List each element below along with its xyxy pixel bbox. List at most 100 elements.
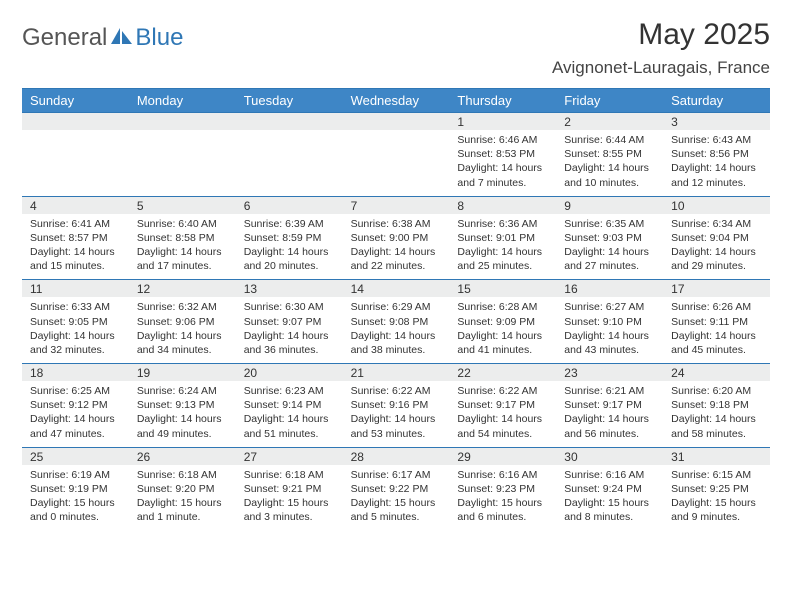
day-cell: Sunrise: 6:22 AMSunset: 9:16 PMDaylight:… — [343, 381, 450, 447]
day-day1: Daylight: 14 hours — [137, 329, 228, 343]
day-day2: and 1 minute. — [137, 510, 228, 524]
day-day1: Daylight: 14 hours — [457, 412, 548, 426]
day-sunrise: Sunrise: 6:17 AM — [351, 468, 442, 482]
day-day2: and 6 minutes. — [457, 510, 548, 524]
day-header-cell: Monday — [129, 89, 236, 112]
day-cell: Sunrise: 6:35 AMSunset: 9:03 PMDaylight:… — [556, 214, 663, 280]
day-sunrise: Sunrise: 6:16 AM — [564, 468, 655, 482]
day-day1: Daylight: 14 hours — [30, 329, 121, 343]
day-number: 24 — [663, 363, 770, 381]
day-cell: Sunrise: 6:20 AMSunset: 9:18 PMDaylight:… — [663, 381, 770, 447]
day-sunset: Sunset: 9:23 PM — [457, 482, 548, 496]
day-sunrise: Sunrise: 6:16 AM — [457, 468, 548, 482]
day-sunset: Sunset: 9:25 PM — [671, 482, 762, 496]
day-sunset: Sunset: 9:10 PM — [564, 315, 655, 329]
day-sunrise: Sunrise: 6:26 AM — [671, 300, 762, 314]
day-number — [236, 112, 343, 130]
day-day1: Daylight: 15 hours — [351, 496, 442, 510]
day-sunset: Sunset: 9:20 PM — [137, 482, 228, 496]
calendar: Sunday Monday Tuesday Wednesday Thursday… — [22, 88, 770, 530]
day-sunrise: Sunrise: 6:18 AM — [137, 468, 228, 482]
day-number: 17 — [663, 279, 770, 297]
day-sunset: Sunset: 9:08 PM — [351, 315, 442, 329]
day-sunset: Sunset: 9:18 PM — [671, 398, 762, 412]
day-sunset: Sunset: 9:21 PM — [244, 482, 335, 496]
day-day1: Daylight: 15 hours — [457, 496, 548, 510]
day-number — [22, 112, 129, 130]
day-sunrise: Sunrise: 6:23 AM — [244, 384, 335, 398]
day-cell: Sunrise: 6:21 AMSunset: 9:17 PMDaylight:… — [556, 381, 663, 447]
day-header-cell: Sunday — [22, 89, 129, 112]
day-sunrise: Sunrise: 6:22 AM — [457, 384, 548, 398]
day-number: 4 — [22, 196, 129, 214]
day-number: 14 — [343, 279, 450, 297]
day-number: 21 — [343, 363, 450, 381]
day-day1: Daylight: 14 hours — [137, 412, 228, 426]
day-number: 18 — [22, 363, 129, 381]
day-sunrise: Sunrise: 6:39 AM — [244, 217, 335, 231]
day-sunset: Sunset: 8:56 PM — [671, 147, 762, 161]
day-number: 13 — [236, 279, 343, 297]
day-sunset: Sunset: 9:07 PM — [244, 315, 335, 329]
day-sunset: Sunset: 9:24 PM — [564, 482, 655, 496]
day-number: 7 — [343, 196, 450, 214]
day-sunset: Sunset: 9:03 PM — [564, 231, 655, 245]
day-cell: Sunrise: 6:15 AMSunset: 9:25 PMDaylight:… — [663, 465, 770, 531]
day-day2: and 8 minutes. — [564, 510, 655, 524]
day-cell: Sunrise: 6:36 AMSunset: 9:01 PMDaylight:… — [449, 214, 556, 280]
day-sunset: Sunset: 8:59 PM — [244, 231, 335, 245]
day-sunrise: Sunrise: 6:25 AM — [30, 384, 121, 398]
content-row: Sunrise: 6:46 AMSunset: 8:53 PMDaylight:… — [22, 130, 770, 196]
day-day2: and 5 minutes. — [351, 510, 442, 524]
content-row: Sunrise: 6:33 AMSunset: 9:05 PMDaylight:… — [22, 297, 770, 363]
day-day2: and 0 minutes. — [30, 510, 121, 524]
day-day1: Daylight: 14 hours — [351, 412, 442, 426]
day-header-cell: Tuesday — [236, 89, 343, 112]
day-day1: Daylight: 14 hours — [457, 329, 548, 343]
day-day2: and 22 minutes. — [351, 259, 442, 273]
day-sunset: Sunset: 9:01 PM — [457, 231, 548, 245]
day-day1: Daylight: 14 hours — [351, 245, 442, 259]
day-cell: Sunrise: 6:28 AMSunset: 9:09 PMDaylight:… — [449, 297, 556, 363]
day-sunrise: Sunrise: 6:44 AM — [564, 133, 655, 147]
day-sunrise: Sunrise: 6:27 AM — [564, 300, 655, 314]
day-sunset: Sunset: 9:17 PM — [457, 398, 548, 412]
day-sunrise: Sunrise: 6:20 AM — [671, 384, 762, 398]
day-day1: Daylight: 14 hours — [244, 412, 335, 426]
day-cell: Sunrise: 6:33 AMSunset: 9:05 PMDaylight:… — [22, 297, 129, 363]
daynum-row: 11121314151617 — [22, 279, 770, 297]
day-cell: Sunrise: 6:27 AMSunset: 9:10 PMDaylight:… — [556, 297, 663, 363]
page-location: Avignonet-Lauragais, France — [552, 58, 770, 78]
day-cell: Sunrise: 6:46 AMSunset: 8:53 PMDaylight:… — [449, 130, 556, 196]
day-day2: and 34 minutes. — [137, 343, 228, 357]
day-sunset: Sunset: 9:00 PM — [351, 231, 442, 245]
day-day2: and 32 minutes. — [30, 343, 121, 357]
day-cell: Sunrise: 6:23 AMSunset: 9:14 PMDaylight:… — [236, 381, 343, 447]
day-day2: and 49 minutes. — [137, 427, 228, 441]
day-day2: and 45 minutes. — [671, 343, 762, 357]
day-number: 20 — [236, 363, 343, 381]
day-sunrise: Sunrise: 6:38 AM — [351, 217, 442, 231]
day-number — [343, 112, 450, 130]
day-cell: Sunrise: 6:44 AMSunset: 8:55 PMDaylight:… — [556, 130, 663, 196]
logo-text-general: General — [22, 24, 107, 52]
day-number: 26 — [129, 447, 236, 465]
day-cell — [22, 130, 129, 196]
day-sunset: Sunset: 9:14 PM — [244, 398, 335, 412]
day-day1: Daylight: 14 hours — [564, 245, 655, 259]
day-day1: Daylight: 14 hours — [564, 161, 655, 175]
daynum-row: 25262728293031 — [22, 447, 770, 465]
day-cell — [236, 130, 343, 196]
day-sunset: Sunset: 9:19 PM — [30, 482, 121, 496]
day-day2: and 53 minutes. — [351, 427, 442, 441]
day-day2: and 9 minutes. — [671, 510, 762, 524]
day-day2: and 51 minutes. — [244, 427, 335, 441]
day-day2: and 20 minutes. — [244, 259, 335, 273]
day-cell: Sunrise: 6:41 AMSunset: 8:57 PMDaylight:… — [22, 214, 129, 280]
day-cell: Sunrise: 6:26 AMSunset: 9:11 PMDaylight:… — [663, 297, 770, 363]
day-day2: and 36 minutes. — [244, 343, 335, 357]
day-day1: Daylight: 15 hours — [137, 496, 228, 510]
day-number: 25 — [22, 447, 129, 465]
day-cell: Sunrise: 6:38 AMSunset: 9:00 PMDaylight:… — [343, 214, 450, 280]
day-sunrise: Sunrise: 6:21 AM — [564, 384, 655, 398]
